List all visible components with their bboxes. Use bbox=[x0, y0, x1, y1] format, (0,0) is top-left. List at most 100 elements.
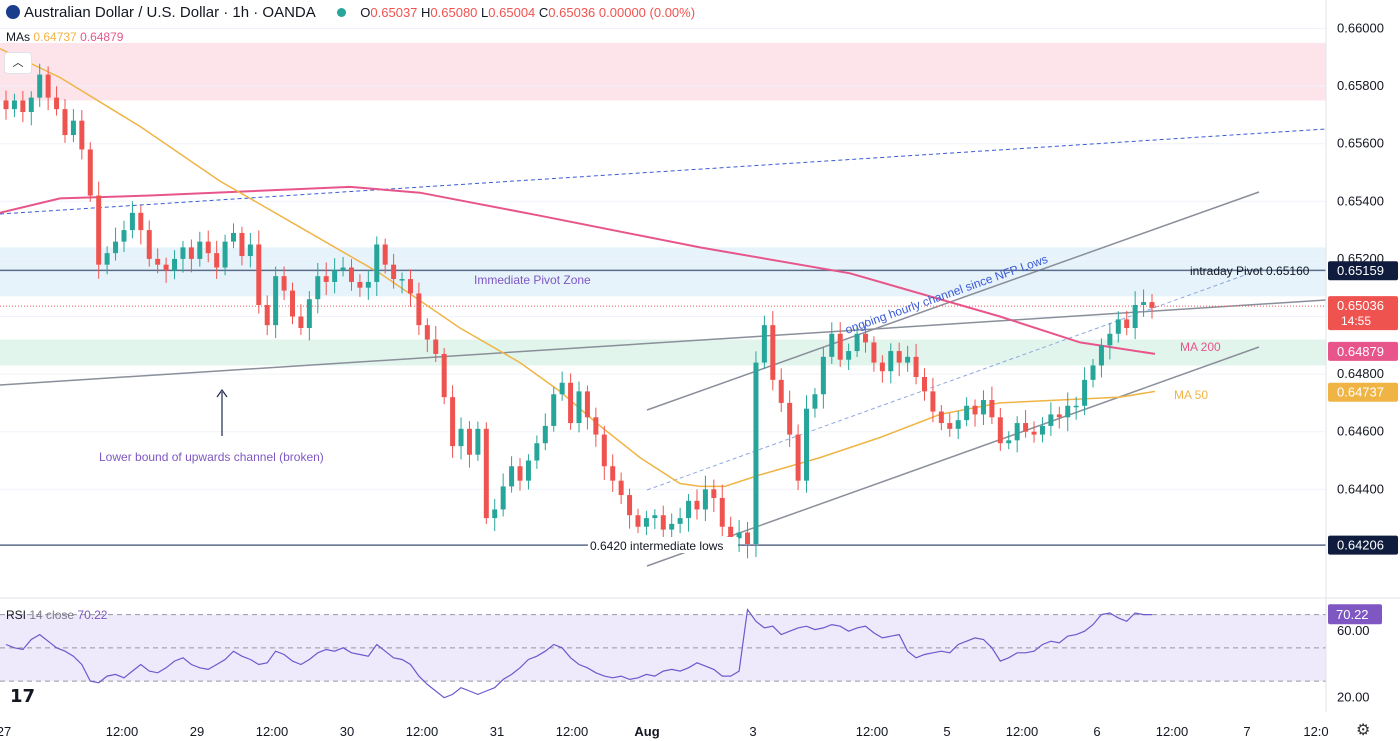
candle bbox=[332, 270, 338, 282]
candle bbox=[576, 391, 582, 424]
candle bbox=[357, 281, 363, 288]
pivot-zone-label: Immediate Pivot Zone bbox=[474, 273, 591, 287]
candle bbox=[795, 434, 801, 481]
symbol-title[interactable]: Australian Dollar / U.S. Dollar · 1h · O… bbox=[24, 4, 315, 21]
candle bbox=[980, 400, 986, 415]
candle bbox=[736, 532, 742, 539]
candle bbox=[989, 400, 995, 418]
candle bbox=[837, 333, 843, 360]
candle bbox=[1065, 405, 1071, 418]
candle bbox=[972, 405, 978, 415]
ma200-label: MA 200 bbox=[1180, 340, 1221, 354]
candle bbox=[1090, 365, 1096, 380]
candle bbox=[273, 276, 279, 326]
collapse-legend-button[interactable]: ︿ bbox=[4, 52, 32, 74]
ma-legend[interactable]: MAs 0.64737 0.64879 bbox=[6, 30, 123, 44]
rsi-label: RSI bbox=[6, 608, 27, 622]
candle bbox=[3, 100, 9, 110]
candle bbox=[1098, 345, 1104, 366]
candle bbox=[509, 466, 515, 487]
zone-2 bbox=[0, 339, 1326, 366]
candle bbox=[964, 405, 970, 421]
candle bbox=[256, 244, 262, 305]
x-tick-label: 12:00 bbox=[1156, 724, 1189, 739]
candle bbox=[1124, 319, 1130, 329]
rsi-legend[interactable]: RSI 14 close 70.22 bbox=[6, 608, 107, 622]
zone-0 bbox=[0, 42, 1326, 101]
tradingview-logo-icon[interactable]: 𝟭𝟳 bbox=[10, 686, 36, 706]
y-tick-label: 0.64800 bbox=[1337, 366, 1384, 381]
candle bbox=[45, 74, 51, 98]
candle bbox=[121, 230, 127, 242]
rsi-legend-value: 70.22 bbox=[77, 608, 108, 622]
x-tick-label: 12:00 bbox=[856, 724, 889, 739]
ma50-legend-value: 0.64737 bbox=[33, 30, 77, 44]
price-badge-text: 0.65159 bbox=[1337, 263, 1384, 278]
candle bbox=[635, 515, 641, 527]
zone-1 bbox=[0, 247, 1326, 297]
candle bbox=[264, 304, 270, 326]
candle bbox=[399, 279, 405, 281]
candle bbox=[197, 241, 203, 259]
candle bbox=[618, 480, 624, 496]
candle bbox=[1115, 319, 1121, 334]
candle bbox=[584, 391, 590, 418]
candle bbox=[1149, 302, 1155, 308]
candle bbox=[407, 279, 413, 294]
candle bbox=[1006, 440, 1012, 444]
candle bbox=[1039, 425, 1045, 435]
candle bbox=[433, 339, 439, 354]
candle bbox=[1132, 304, 1138, 329]
dashed-channel-line bbox=[0, 128, 1327, 215]
candle bbox=[500, 486, 506, 510]
candle bbox=[306, 299, 312, 329]
candle bbox=[298, 316, 304, 329]
candle bbox=[930, 391, 936, 412]
candle bbox=[458, 428, 464, 447]
candle bbox=[778, 379, 784, 403]
candle bbox=[517, 466, 523, 481]
x-tick-label: 12:00 bbox=[1006, 724, 1039, 739]
lower-bound-label: Lower bound of upwards channel (broken) bbox=[99, 450, 324, 464]
candle bbox=[1141, 302, 1147, 305]
candle bbox=[997, 417, 1003, 444]
candle bbox=[896, 351, 902, 363]
candle bbox=[1031, 431, 1037, 435]
candle bbox=[475, 428, 481, 455]
x-tick-label: 7 bbox=[1243, 724, 1250, 739]
candle bbox=[28, 97, 34, 113]
gear-icon[interactable]: ⚙ bbox=[1356, 722, 1371, 739]
candle bbox=[104, 253, 110, 265]
candle bbox=[79, 120, 85, 150]
candle bbox=[113, 241, 119, 254]
candle bbox=[551, 394, 557, 426]
candle bbox=[37, 74, 43, 98]
x-tick-label: 12:00 bbox=[406, 724, 439, 739]
candle bbox=[281, 276, 287, 291]
x-tick-label: 31 bbox=[490, 724, 504, 739]
candle bbox=[761, 325, 767, 363]
ma50-line bbox=[0, 48, 1156, 488]
candle bbox=[138, 212, 144, 231]
candle bbox=[568, 382, 574, 424]
y-tick-label: 0.65800 bbox=[1337, 78, 1384, 93]
candle bbox=[155, 258, 161, 265]
y-tick-label: 0.65600 bbox=[1337, 136, 1384, 151]
candle bbox=[829, 333, 835, 357]
candle bbox=[54, 97, 60, 110]
y-tick-label: 0.66000 bbox=[1337, 21, 1384, 36]
candle bbox=[290, 290, 295, 317]
x-tick-label: 6 bbox=[1093, 724, 1100, 739]
candle bbox=[871, 342, 877, 363]
candle bbox=[315, 276, 321, 300]
intraday-pivot-label: intraday Pivot 0.65160 bbox=[1190, 264, 1310, 278]
candle bbox=[365, 281, 371, 288]
candle bbox=[719, 497, 725, 527]
candle bbox=[180, 247, 186, 259]
candle bbox=[559, 382, 565, 395]
candle bbox=[1073, 405, 1079, 408]
aud-usd-flag-icon bbox=[6, 5, 20, 19]
candle bbox=[323, 276, 329, 282]
candle bbox=[938, 411, 944, 424]
